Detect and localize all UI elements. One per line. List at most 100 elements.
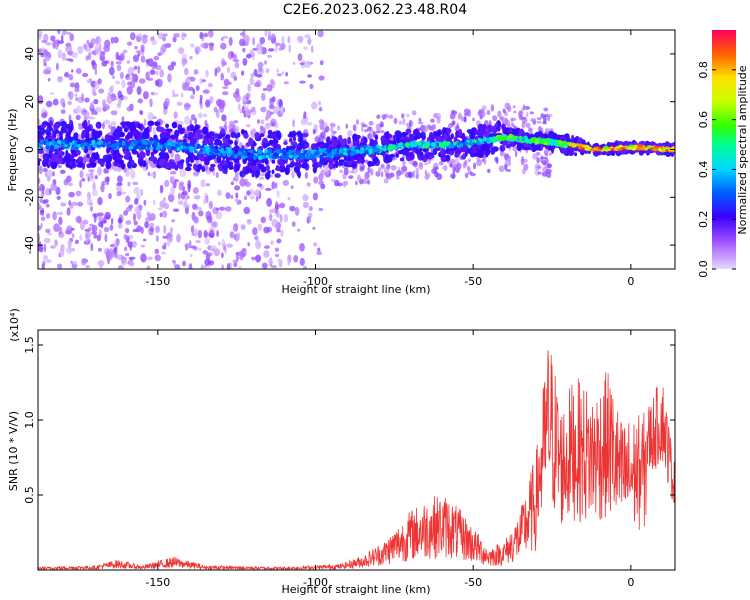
spectrogram-noise-blob [331, 130, 337, 134]
spectrogram-ridge-blob [314, 151, 319, 156]
spectrogram-band-blob [324, 142, 329, 148]
spectrogram-noise-blob [357, 174, 361, 182]
spectrogram-noise-blob [434, 166, 439, 170]
spectrogram-ridge-blob [196, 143, 201, 149]
spectrogram-noise-blob [86, 191, 91, 200]
spectrogram-ridge-blob [492, 138, 497, 143]
spectrogram-noise-blob [115, 80, 121, 85]
spectrogram-noise-blob [454, 125, 460, 132]
spectrogram-noise-blob [283, 214, 289, 223]
colorbar-ticks: 0.0 0.2 0.4 0.6 0.8 [697, 61, 736, 278]
spectrogram-band-blob [290, 141, 298, 146]
spectrogram-band-blob [201, 166, 206, 173]
spectrogram-noise-blob [294, 206, 300, 216]
spectrogram-noise-blob [86, 197, 93, 206]
spectrogram-band-blob [194, 124, 200, 131]
spectrogram-noise-blob [192, 187, 199, 194]
spectrogram-noise-blob [304, 171, 308, 179]
spectrogram-ridge-blob [265, 154, 270, 159]
spectrogram-noise-blob [75, 114, 81, 120]
spectrogram-noise-blob [287, 36, 291, 44]
spectrogram-noise-blob [173, 111, 178, 119]
spectrogram-noise-blob [254, 235, 259, 241]
spectrogram-noise-blob [368, 134, 372, 141]
spectrogram-noise-blob [375, 171, 381, 177]
spectrogram-noise-blob [67, 239, 72, 249]
spectrogram-ridge-blob [252, 154, 257, 160]
spectrogram-noise-blob [178, 47, 185, 54]
spectrogram-noise-blob [297, 53, 303, 61]
spectrogram-noise-blob [78, 123, 82, 127]
spectrogram-band-blob [312, 163, 319, 169]
spectrogram-noise-blob [62, 30, 67, 36]
spectrogram-noise-blob [106, 95, 113, 104]
spectrogram-noise-blob [71, 52, 78, 59]
spectrogram-band-blob [186, 163, 193, 168]
spectrogram-noise-blob [265, 187, 272, 191]
spectrogram-band-blob [338, 159, 345, 163]
spectrogram-noise-blob [375, 123, 379, 130]
spectrogram-noise-blob [140, 244, 145, 248]
snr-ylabel: SNR (10 * V/V) [7, 411, 20, 491]
spectrogram-ridge-blob [671, 146, 675, 149]
spectrogram-ridge-blob [249, 149, 253, 154]
y-tick-label: 0 [23, 146, 36, 153]
spectrogram-band-blob [248, 137, 254, 146]
spectrogram-noise-blob [130, 169, 136, 179]
spectrogram-noise-blob [108, 124, 112, 129]
spectrogram-noise-blob [247, 242, 250, 247]
spectrogram-noise-blob [243, 195, 248, 201]
spectrogram-noise-blob [170, 186, 176, 196]
spectrogram-noise-blob [230, 51, 234, 58]
spectrogram-noise-blob [268, 258, 273, 264]
spectrogram-noise-blob [146, 265, 151, 269]
spectrogram-noise-blob [396, 173, 400, 180]
spectrogram-band-blob [107, 154, 113, 163]
colorbar-tick-label: 0.8 [697, 61, 710, 79]
spectrogram-band-blob [494, 123, 498, 127]
spectrogram-noise-blob [188, 263, 193, 269]
spectrogram-band-blob [310, 143, 318, 150]
spectrogram-noise-blob [438, 161, 444, 166]
spectrogram-band-blob [78, 161, 84, 168]
spectrogram-noise-blob [230, 181, 234, 185]
spectrogram-noise-blob [198, 112, 203, 119]
spectrogram-noise-blob [542, 121, 547, 125]
spectrogram-noise-blob [162, 33, 168, 37]
spectrogram-noise-blob [91, 225, 96, 233]
spectrogram-band-blob [225, 134, 231, 140]
spectrogram-noise-blob [225, 192, 231, 200]
spectrogram-noise-blob [208, 42, 215, 47]
spectrogram-noise-blob [149, 98, 153, 108]
spectrogram-noise-blob [432, 113, 438, 118]
spectrogram-noise-blob [511, 122, 515, 127]
spectrogram-noise-blob [194, 46, 201, 55]
spectrogram-band-blob [101, 158, 108, 163]
spectrogram-noise-blob [410, 120, 414, 127]
spectrogram-noise-blob [419, 161, 423, 167]
spectrogram-noise-blob [239, 178, 246, 187]
spectrogram-noise-blob [129, 261, 135, 267]
spectrogram-noise-blob [164, 97, 170, 107]
spectrogram-noise-blob [266, 112, 270, 119]
spectrogram-noise-blob [57, 263, 63, 269]
spectrogram-noise-blob [65, 44, 73, 53]
spectrogram-band-blob [53, 123, 60, 129]
spectrogram-noise-blob [134, 65, 138, 70]
spectrogram-band-blob [571, 134, 575, 141]
spectrogram-noise-blob [82, 156, 87, 165]
spectrogram-noise-blob [226, 243, 233, 248]
snr-frame [37, 329, 676, 571]
spectrogram-noise-blob [226, 263, 231, 269]
spectrogram-band-blob [315, 142, 321, 148]
spectrogram-noise-blob [318, 100, 322, 106]
spectrogram-noise-blob [49, 92, 54, 95]
y-tick-label: 40 [23, 47, 36, 61]
spectrogram-noise-blob [541, 171, 548, 177]
spectrogram-noise-blob [193, 246, 198, 251]
spectrogram-noise-blob [329, 126, 334, 133]
spectrogram-noise-blob [59, 169, 66, 174]
spectrogram-band-blob [385, 132, 389, 139]
spectrogram-noise-blob [155, 225, 160, 234]
spectrogram-band-blob [240, 129, 246, 135]
